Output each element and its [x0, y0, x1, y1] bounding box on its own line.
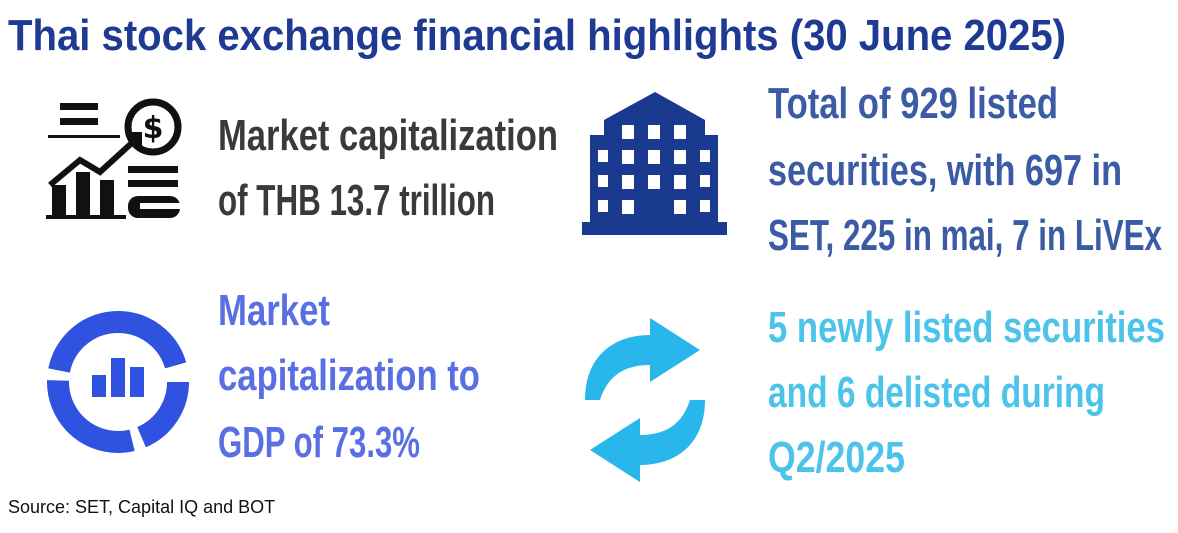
highlight-line: capitalization to: [218, 351, 480, 400]
refresh-icon: [585, 318, 705, 482]
svg-text:$: $: [143, 111, 164, 146]
highlight-line: Market capitalization: [218, 111, 558, 160]
highlight-line: Market: [218, 286, 330, 335]
highlight-line: of THB 13.7 trillion: [218, 176, 495, 225]
market-cap-icon: $: [46, 98, 182, 219]
highlight-line: SET, 225 in mai, 7 in LiVEx: [768, 211, 1162, 260]
title: Thai stock exchange financial highlights…: [8, 11, 1066, 60]
highlight-line: 5 newly listed securities: [768, 303, 1165, 352]
highlight-line: Total of 929 listed: [768, 79, 1058, 128]
source: Source: SET, Capital IQ and BOT: [8, 497, 275, 517]
highlight-line: and 6 delisted during: [768, 368, 1105, 417]
building-icon: [582, 92, 727, 235]
highlight-line: securities, with 697 in: [768, 146, 1122, 195]
gdp-icon: [47, 311, 189, 453]
highlight-line: GDP of 73.3%: [218, 418, 420, 467]
highlight-line: Q2/2025: [768, 433, 905, 482]
text-group: Market capitalization of THB 13.7 trillio…: [218, 79, 1165, 482]
